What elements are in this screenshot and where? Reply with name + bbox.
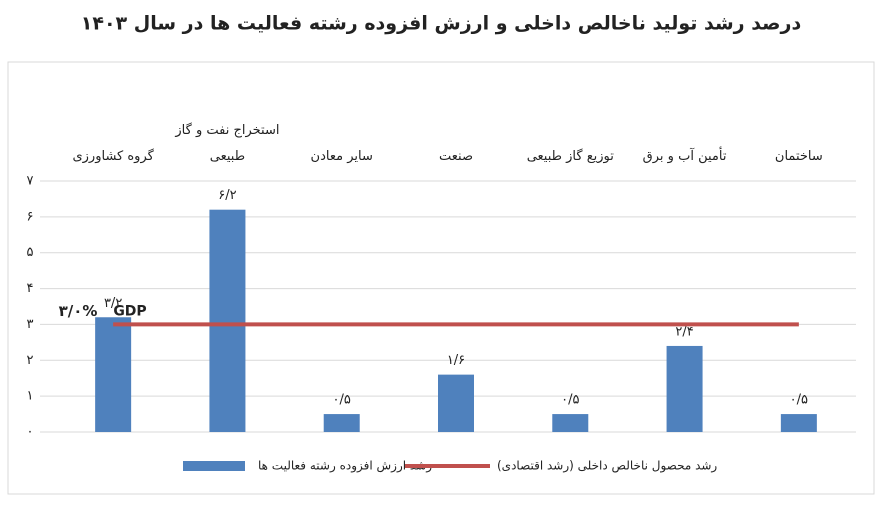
y-tick-label: ۵ <box>27 245 34 260</box>
value-label: ۰/۵ <box>790 393 808 408</box>
chart-title: درصد رشد تولید ناخالص داخلی و ارزش افزود… <box>81 13 802 35</box>
legend-swatch <box>183 461 245 471</box>
x-tick-label: تأمین آب و برق <box>642 149 727 164</box>
legend-label: رشد محصول ناخالص داخلی (رشد اقتصادی) <box>497 459 717 474</box>
value-label: ۰/۵ <box>561 393 579 408</box>
bar <box>323 414 360 432</box>
y-tick-label: ۰ <box>27 425 34 440</box>
value-label: ۶/۲ <box>218 188 236 203</box>
x-tick-label: استخراج نفت و گاز طبیعی <box>175 123 280 164</box>
x-tick-label: صنعت <box>439 149 473 164</box>
x-tick-label: سایر معادن <box>310 149 373 164</box>
x-tick-label: توزیع گاز طبیعی <box>526 149 614 164</box>
y-tick-label: ۶ <box>27 209 34 224</box>
annotation: GDP <box>113 303 146 319</box>
x-tick-label: ساختمان <box>774 149 823 164</box>
value-label: ۱/۶ <box>447 353 465 368</box>
x-tick-label: گروه کشاورزی <box>72 149 154 164</box>
y-tick-label: ۷ <box>27 174 34 189</box>
bar <box>780 414 817 432</box>
bar <box>438 374 474 432</box>
bar <box>209 209 246 432</box>
y-tick-label: ۱ <box>27 389 34 404</box>
value-label: ۲/۴ <box>675 324 693 339</box>
value-label: ۰/۵ <box>333 393 351 408</box>
y-tick-label: ۴ <box>27 281 34 296</box>
y-tick-label: ۳ <box>27 317 34 332</box>
value-label: ۳/۲ <box>104 296 122 311</box>
bar <box>666 345 703 432</box>
chart-frame <box>7 61 875 495</box>
y-tick-label: ۲ <box>27 353 34 368</box>
annotation: ۳/۰% <box>59 302 98 320</box>
bar <box>552 414 589 432</box>
legend-label: رشد ارزش افزوده رشته فعالیت ها <box>258 459 432 474</box>
bar <box>95 317 132 432</box>
